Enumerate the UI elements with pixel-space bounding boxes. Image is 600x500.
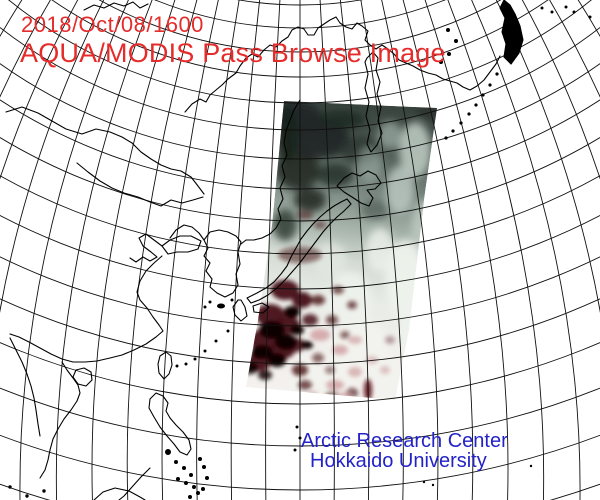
coast-tatar-strait — [240, 99, 301, 245]
coast-honshu — [246, 198, 352, 304]
credit-line-2: Hokkaido University — [310, 450, 487, 472]
island-hainan — [72, 367, 93, 387]
philippine-islands — [165, 449, 209, 499]
coast-hokkaido — [336, 170, 382, 207]
date-text: 2018/Oct/08/1600 — [21, 12, 204, 37]
coast-china — [9, 255, 164, 363]
coast-sakhalin — [364, 51, 383, 153]
title-text: AQUA/MODIS Pass Browse Image — [20, 38, 446, 68]
coastline-layer — [5, 0, 592, 500]
ryukyu-islands — [175, 298, 234, 368]
island-jeju — [217, 303, 225, 309]
kuril-islands — [439, 5, 592, 140]
island-taiwan — [157, 351, 173, 380]
river-amur-south — [76, 162, 204, 207]
island-palawan — [118, 467, 151, 500]
coast-vietnam — [39, 361, 81, 479]
border-indochina — [9, 337, 41, 437]
coast-liaodong — [169, 224, 205, 241]
coast-korea — [203, 229, 242, 298]
small-islands — [8, 464, 533, 498]
coast-shandong — [161, 235, 202, 255]
island-luzon — [148, 392, 192, 456]
river-amur-north — [5, 106, 205, 195]
coast-kamchatka — [499, 0, 524, 65]
coast-okhotsk — [184, 16, 501, 113]
coast-shikoku — [252, 302, 270, 314]
coast-top-left — [83, 1, 149, 11]
coast-borneo — [93, 487, 146, 500]
coast-kyushu — [232, 299, 248, 322]
credit-line-1: Arctic Research Center — [301, 430, 508, 452]
izu-islands — [293, 425, 302, 452]
coast-bohai — [129, 233, 163, 263]
